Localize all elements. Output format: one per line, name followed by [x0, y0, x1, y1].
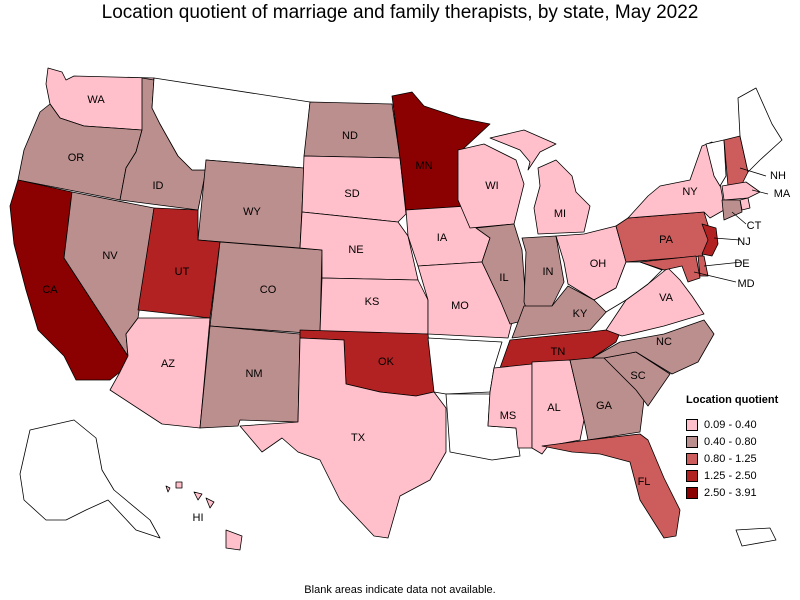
state-label-TN: TN: [551, 346, 566, 358]
state-HI: [165, 481, 243, 551]
state-label-SC: SC: [630, 370, 645, 382]
legend-item: 1.25 - 2.50: [686, 467, 796, 484]
state-label-VA: VA: [659, 292, 674, 304]
legend-swatch: [686, 469, 698, 482]
legend-swatch: [686, 435, 698, 448]
state-label-AL: AL: [547, 402, 560, 414]
state-label-MS: MS: [500, 410, 517, 422]
state-label-MA: MA: [774, 188, 791, 200]
state-MA: [721, 181, 761, 201]
state-NY: [627, 141, 725, 219]
legend-swatch: [686, 486, 698, 499]
state-label-OK: OK: [378, 356, 395, 368]
state-SD: [301, 155, 407, 223]
state-NJ: [701, 223, 719, 257]
state-label-WI: WI: [485, 180, 498, 192]
legend: Location quotient 0.09 - 0.40 0.40 - 0.8…: [686, 394, 796, 501]
legend-item: 0.80 - 1.25: [686, 450, 796, 467]
state-label-MD: MD: [737, 278, 754, 290]
state-label-IL: IL: [499, 272, 508, 284]
state-AK: [19, 419, 161, 539]
state-label-TX: TX: [351, 432, 366, 444]
state-TX: [239, 337, 447, 539]
state-label-PA: PA: [659, 234, 674, 246]
state-label-AZ: AZ: [161, 358, 175, 370]
state-label-OR: OR: [68, 152, 85, 164]
state-label-DE: DE: [734, 258, 749, 270]
state-IL: [475, 223, 527, 325]
state-label-IN: IN: [543, 266, 554, 278]
state-label-ND: ND: [342, 130, 358, 142]
state-label-CA: CA: [42, 284, 58, 296]
state-label-MI: MI: [554, 208, 566, 220]
legend-title: Location quotient: [686, 394, 779, 406]
legend-label: 0.80 - 1.25: [704, 452, 757, 465]
state-label-NC: NC: [656, 336, 672, 348]
state-label-FL: FL: [638, 476, 651, 488]
state-label-KY: KY: [573, 308, 588, 320]
state-label-NV: NV: [102, 250, 118, 262]
state-label-KS: KS: [365, 296, 380, 308]
state-label-CT: CT: [747, 220, 762, 232]
state-label-UT: UT: [175, 266, 190, 278]
legend-item: 2.50 - 3.91: [686, 484, 796, 501]
state-label-GA: GA: [596, 400, 613, 412]
map-title: Location quotient of marriage and family…: [101, 2, 699, 23]
state-WY: [197, 159, 305, 249]
state-label-NJ: NJ: [737, 236, 750, 248]
legend-item: 0.40 - 0.80: [686, 433, 796, 450]
state-label-WY: WY: [243, 206, 261, 218]
state-label-NH: NH: [770, 170, 786, 182]
legend-item: 0.09 - 0.40: [686, 416, 796, 433]
state-label-NM: NM: [245, 368, 262, 380]
state-FL: [541, 433, 681, 539]
state-label-NE: NE: [348, 244, 363, 256]
legend-label: 1.25 - 2.50: [704, 469, 757, 482]
state-MI: [489, 129, 591, 235]
state-MD: [639, 255, 701, 283]
state-label-ID: ID: [153, 180, 164, 192]
state-NC: [591, 319, 715, 375]
state-VT: [705, 139, 727, 187]
state-NH: [723, 135, 749, 187]
legend-label: 0.40 - 0.80: [704, 435, 757, 448]
legend-label: 2.50 - 3.91: [704, 486, 757, 499]
legend-label: 0.09 - 0.40: [704, 418, 757, 431]
state-AZ: [109, 317, 211, 429]
state-label-MO: MO: [451, 300, 469, 312]
state-PR: [735, 527, 777, 547]
legend-swatch: [686, 418, 698, 431]
state-label-IA: IA: [437, 232, 448, 244]
state-label-MN: MN: [415, 160, 432, 172]
state-label-SD: SD: [344, 188, 359, 200]
state-WI: [457, 143, 525, 229]
legend-swatch: [686, 452, 698, 465]
state-CT: [721, 199, 743, 221]
state-label-HI: HI: [193, 512, 204, 524]
state-label-OH: OH: [590, 258, 607, 270]
data-availability-note: Blank areas indicate data not available.: [304, 584, 496, 596]
state-ME: [737, 87, 783, 173]
state-label-NY: NY: [682, 186, 698, 198]
state-DE: [697, 255, 709, 277]
state-label-WA: WA: [87, 94, 105, 106]
state-label-CO: CO: [260, 284, 277, 296]
